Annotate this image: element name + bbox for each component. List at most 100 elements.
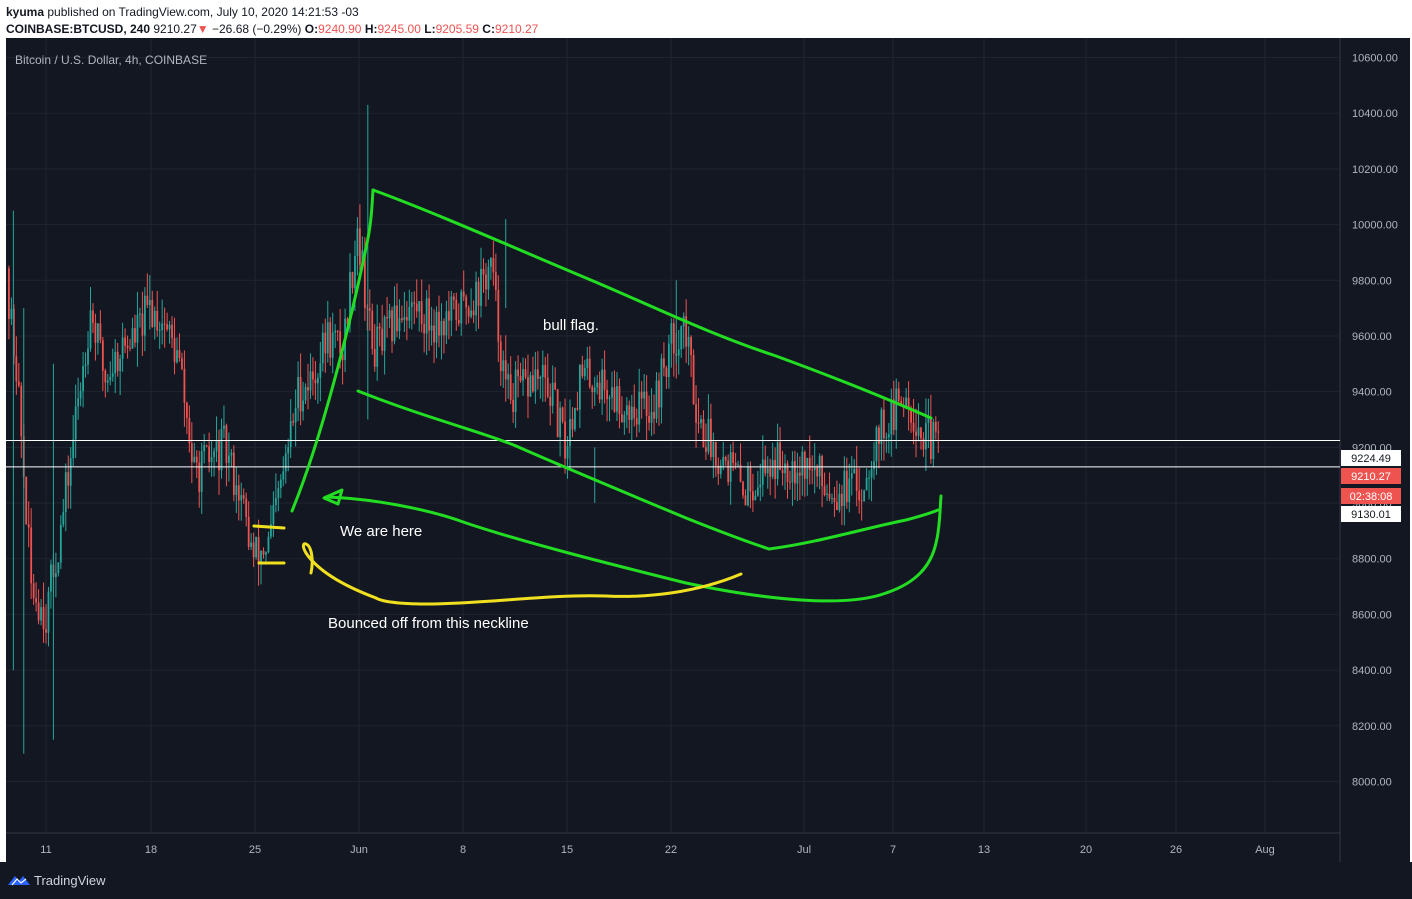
candle-body	[109, 376, 112, 381]
y-tick-label: 9600.00	[1352, 331, 1392, 343]
flagpole-line	[290, 188, 375, 513]
candle-body	[541, 365, 544, 377]
candle-body	[559, 407, 562, 438]
candle-body	[346, 318, 349, 325]
candle-body	[10, 308, 13, 319]
candle-body	[158, 330, 161, 332]
last-price: 9210.27	[153, 22, 197, 36]
candle-body	[361, 250, 364, 265]
candle-body	[650, 412, 653, 423]
candle-body	[139, 313, 141, 315]
candle-body	[616, 386, 618, 412]
candle-body	[37, 602, 40, 621]
annotation-label: We are here	[340, 523, 422, 540]
author-name[interactable]: kyuma	[6, 5, 45, 19]
candle-body	[265, 552, 267, 555]
tradingview-logo-icon[interactable]	[7, 873, 31, 887]
candle-body	[114, 351, 117, 374]
tradingview-brand[interactable]: TradingView	[34, 873, 106, 888]
candles-group	[8, 104, 940, 754]
candle-body	[836, 502, 838, 511]
price-axis-label: 9210.27	[1351, 471, 1391, 483]
candle-body	[72, 439, 75, 459]
candle-body	[393, 305, 396, 342]
x-tick-label: 22	[665, 844, 677, 856]
candle-body	[425, 298, 428, 334]
candle-body	[297, 377, 300, 409]
candle-body	[487, 266, 490, 290]
candle-body	[467, 307, 470, 317]
candle-body	[235, 485, 238, 495]
chart-panel[interactable]: 8000.00 8200.00 8400.00 8600.00 8800.00 9000.…	[6, 38, 1410, 862]
candle-body	[816, 467, 819, 477]
candle-body	[8, 268, 10, 319]
candle-body	[171, 324, 173, 339]
candle-body	[440, 320, 443, 336]
candle-body	[917, 427, 920, 436]
candle-body	[499, 341, 502, 372]
candle-body	[57, 562, 60, 574]
candle-body	[514, 369, 517, 412]
price-axis-label: 02:38:08	[1350, 491, 1393, 503]
candle-body	[371, 310, 374, 350]
candle-body	[551, 382, 554, 406]
candle-body	[228, 455, 230, 463]
candle-body	[722, 457, 725, 466]
high-value: 9245.00	[377, 22, 421, 36]
candle-body	[786, 463, 789, 482]
neckline-mark-upper	[252, 524, 286, 530]
annotation-label: bull flag.	[543, 317, 599, 334]
candle-body	[727, 460, 730, 482]
candle-body	[396, 305, 398, 332]
candle-body	[359, 228, 361, 265]
candle-body	[744, 495, 747, 506]
flag-bottom-curve	[767, 508, 940, 551]
candle-body	[492, 258, 495, 273]
candle-body	[477, 281, 480, 306]
down-arrow-icon: ▼	[196, 22, 209, 36]
candle-body	[873, 461, 875, 470]
candle-body	[544, 365, 547, 378]
candle-body	[578, 364, 581, 410]
candle-body	[769, 467, 772, 477]
candle-body	[890, 399, 893, 435]
candle-body	[126, 345, 129, 348]
candle-body	[398, 318, 401, 332]
candle-body	[653, 412, 655, 419]
x-tick-label: Jul	[797, 844, 811, 856]
candle-body	[534, 369, 537, 392]
candle-body	[910, 409, 912, 423]
candle-body	[630, 406, 633, 420]
candle-body	[316, 377, 319, 384]
candle-body	[776, 442, 779, 480]
candle-body	[705, 447, 707, 452]
candle-body	[593, 387, 596, 393]
candle-body	[821, 455, 824, 487]
candle-body	[101, 340, 104, 371]
candle-body	[858, 490, 861, 501]
candle-body	[687, 337, 690, 347]
candle-body	[79, 390, 82, 399]
candle-body	[460, 291, 463, 324]
candle-body	[878, 427, 880, 444]
candle-body	[205, 445, 208, 447]
candle-body	[606, 390, 608, 400]
candle-body	[161, 323, 164, 331]
candle-body	[561, 407, 564, 422]
candle-body	[356, 228, 359, 256]
candle-body	[781, 469, 784, 474]
candle-body	[485, 274, 487, 290]
candlestick-chart[interactable]: 8000.008200.008400.008600.008800.009000.…	[6, 38, 1410, 862]
candle-body	[875, 427, 878, 462]
candle-body	[89, 310, 92, 349]
candle-body	[747, 467, 749, 506]
candle-body	[183, 368, 186, 403]
candle-body	[208, 446, 211, 463]
candle-body	[714, 441, 717, 466]
y-tick-label: 8000.00	[1352, 777, 1392, 789]
candle-body	[868, 477, 870, 479]
candle-body	[667, 343, 670, 378]
candle-body	[519, 376, 522, 381]
candle-body	[77, 398, 80, 407]
candle-body	[690, 337, 693, 355]
